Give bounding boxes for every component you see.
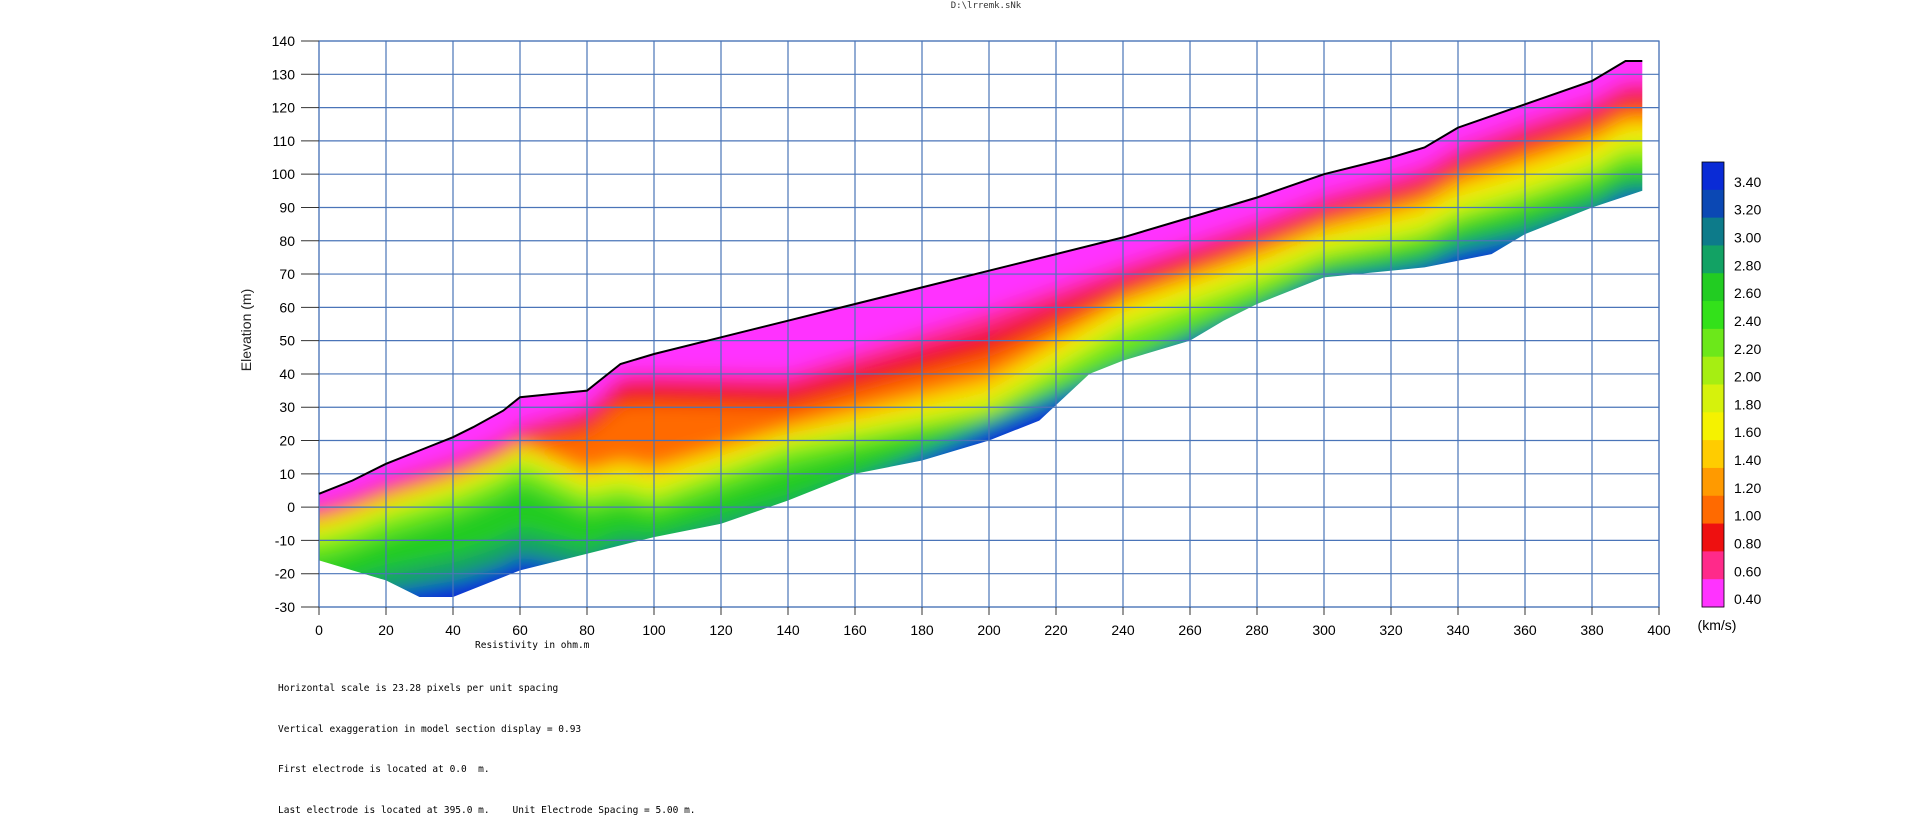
x-tick-label-8: 160 <box>843 622 867 638</box>
y-tick-label-8: 60 <box>279 299 295 315</box>
surface-topography-line <box>318 60 1643 495</box>
colorbar-swatch-0 <box>1702 162 1724 191</box>
x-tick-label-7: 140 <box>776 622 800 638</box>
footer-line-horizontal-scale: Horizontal scale is 23.28 pixels per uni… <box>278 683 559 694</box>
colorbar-swatch-6 <box>1702 328 1724 358</box>
colorbar-swatch-12 <box>1702 495 1724 525</box>
y-tick-label-16: -20 <box>275 566 295 582</box>
tomography-chart: D:\lrremk.sNk 14013012011010090807060504… <box>238 1 1761 638</box>
y-tick-label-12: 20 <box>279 433 295 449</box>
colorbar-border <box>1701 161 1725 608</box>
colorbar-label-3: 2.80 <box>1734 257 1761 273</box>
x-tick-label-4: 80 <box>579 622 595 638</box>
x-tick-label-2: 40 <box>445 622 461 638</box>
x-tick-label-10: 200 <box>977 622 1001 638</box>
y-tick-label-0: 140 <box>272 33 296 49</box>
colorbar-label-13: 0.80 <box>1734 535 1761 551</box>
colorbar-swatch-5 <box>1702 301 1724 330</box>
colorbar-swatch-8 <box>1702 384 1724 413</box>
velocity-band-5 <box>319 127 1643 531</box>
colorbar-label-5: 2.40 <box>1734 313 1761 329</box>
colorbar-swatch-3 <box>1702 245 1724 274</box>
y-tick-label-1: 130 <box>272 66 296 82</box>
colorbar-label-9: 1.60 <box>1734 424 1761 440</box>
x-tick-label-1: 20 <box>378 622 394 638</box>
colorbar-swatch-10 <box>1702 440 1724 469</box>
y-axis-label: Elevation (m) <box>238 289 254 371</box>
velocity-band-8 <box>319 166 1643 587</box>
colorbar-label-8: 1.80 <box>1734 396 1761 412</box>
colorbar-label-12: 1.00 <box>1734 508 1761 524</box>
colorbar-swatch-7 <box>1702 356 1724 385</box>
colorbar-units: (km/s) <box>1698 617 1737 633</box>
colorbar-swatch-2 <box>1702 217 1724 246</box>
y-tick-label-2: 120 <box>272 100 296 116</box>
colorbar-swatch-15 <box>1702 579 1724 608</box>
model-info-footer: Horizontal scale is 23.28 pixels per uni… <box>278 655 696 831</box>
y-tick-label-7: 70 <box>279 266 295 282</box>
colorbar: 3.40 3.20 3.00 2.80 2.60 2.40 2.20 2.00 1.80 1.60… <box>1701 161 1761 608</box>
colorbar-swatch-14 <box>1702 551 1724 580</box>
footer-line-last-electrode: Last electrode is located at 395.0 m. Un… <box>278 804 696 816</box>
colorbar-swatch-13 <box>1702 523 1724 552</box>
x-tick-label-13: 260 <box>1178 622 1202 638</box>
y-tick-label-17: -30 <box>275 599 295 615</box>
x-tick-label-14: 280 <box>1245 622 1269 638</box>
velocity-band-3 <box>319 106 1643 521</box>
grid-lines <box>318 40 1660 608</box>
y-tick-label-3: 110 <box>273 133 296 149</box>
x-axis: 0 20 40 60 80 100 120 140 160 180 200 220 240 260 280 3… <box>315 607 1671 638</box>
y-tick-label-10: 40 <box>279 366 295 382</box>
colorbar-swatch-1 <box>1702 189 1724 219</box>
x-tick-label-5: 100 <box>642 622 666 638</box>
colorbar-swatch-4 <box>1702 273 1724 302</box>
x-tick-label-19: 380 <box>1580 622 1604 638</box>
x-tick-label-18: 360 <box>1513 622 1537 638</box>
footer-line-vertical-exaggeration: Vertical exaggeration in model section d… <box>278 723 582 735</box>
x-tick-label-11: 220 <box>1044 622 1068 638</box>
velocity-band-4 <box>319 120 1643 524</box>
colorbar-label-1: 3.20 <box>1734 202 1761 218</box>
x-tick-label-20: 400 <box>1647 622 1671 638</box>
x-tick-label-17: 340 <box>1446 622 1470 638</box>
y-tick-label-9: 50 <box>279 333 295 349</box>
velocity-band-7 <box>319 150 1643 561</box>
colorbar-label-2: 3.00 <box>1734 230 1761 246</box>
colorbar-label-14: 0.60 <box>1734 563 1761 579</box>
y-tick-label-4: 100 <box>272 166 296 182</box>
y-tick-label-14: 0 <box>287 499 295 515</box>
x-tick-label-12: 240 <box>1111 622 1135 638</box>
colorbar-label-0: 3.40 <box>1734 174 1761 190</box>
colorbar-swatch-11 <box>1702 467 1724 497</box>
footer-line-first-electrode: First electrode is located at 0.0 m. <box>278 764 490 775</box>
y-tick-label-6: 80 <box>279 233 295 249</box>
x-tick-label-9: 180 <box>910 622 934 638</box>
velocity-band-9 <box>319 180 1643 597</box>
velocity-band-1 <box>319 80 1643 511</box>
colorbar-swatch-9 <box>1702 412 1724 441</box>
y-tick-label-11: 30 <box>279 399 295 415</box>
colorbar-label-4: 2.60 <box>1734 285 1761 301</box>
colorbar-label-10: 1.40 <box>1734 452 1761 468</box>
x-tick-label-0: 0 <box>315 622 323 638</box>
x-tick-label-16: 320 <box>1379 622 1403 638</box>
y-axis: 1401301201101009080706050403020100-10-20… <box>272 33 319 615</box>
colorbar-label-11: 1.20 <box>1734 480 1761 496</box>
velocity-band-2 <box>319 93 1643 514</box>
colorbar-label-6: 2.20 <box>1734 341 1761 357</box>
resistivity-label: Resistivity in ohm.m <box>475 640 590 651</box>
x-tick-label-3: 60 <box>512 622 528 638</box>
y-tick-label-5: 90 <box>279 199 295 215</box>
colorbar-label-15: 0.40 <box>1734 591 1761 607</box>
x-tick-label-15: 300 <box>1312 622 1336 638</box>
y-tick-label-13: 10 <box>279 466 295 482</box>
colorbar-label-7: 2.00 <box>1734 369 1761 385</box>
y-tick-label-15: -10 <box>275 532 295 548</box>
file-title: D:\lrremk.sNk <box>951 1 1022 11</box>
velocity-band-6 <box>319 137 1643 541</box>
x-tick-label-6: 120 <box>709 622 733 638</box>
